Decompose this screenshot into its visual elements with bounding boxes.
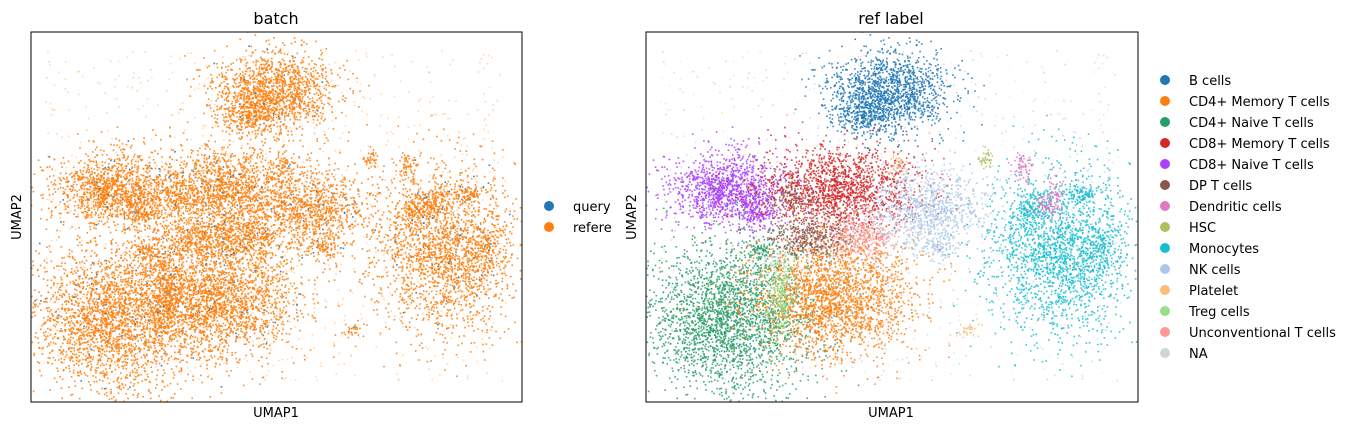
legend-marker <box>1160 264 1170 274</box>
legend-marker <box>1160 243 1170 253</box>
legend-marker <box>1160 75 1170 85</box>
legend-label: refere <box>573 221 612 236</box>
legend-label: CD8+ Memory T cells <box>1189 137 1330 152</box>
chart-title: ref label <box>858 9 923 28</box>
y-axis-label: UMAP2 <box>625 194 640 240</box>
legend-label: Monocytes <box>1189 242 1259 257</box>
plot-frame <box>645 31 1139 403</box>
chart-title: batch <box>253 9 298 28</box>
legend-marker <box>1160 96 1170 106</box>
cell-points <box>31 32 522 402</box>
legend-label: Unconventional T cells <box>1189 326 1336 341</box>
legend-label: CD4+ Naive T cells <box>1189 116 1314 131</box>
x-axis-label: UMAP1 <box>253 406 299 421</box>
x-axis-label: UMAP1 <box>868 406 914 421</box>
panel-ref-label: ref label UMAP1 UMAP2 B cells CD4+ Memory… <box>625 9 1336 421</box>
legend-label: HSC <box>1189 221 1216 236</box>
plot-frame <box>30 31 523 403</box>
legend-label: CD8+ Naive T cells <box>1189 158 1314 173</box>
legend-label: Dendritic cells <box>1189 200 1282 215</box>
legend-marker <box>1160 138 1170 148</box>
legend-marker <box>544 222 554 232</box>
legend-marker <box>1160 285 1170 295</box>
legend-marker <box>1160 348 1170 358</box>
legend-label: CD4+ Memory T cells <box>1189 95 1330 110</box>
y-axis-label: UMAP2 <box>10 194 25 240</box>
legend-marker <box>1160 159 1170 169</box>
legend-label: Treg cells <box>1188 305 1250 320</box>
legend-marker <box>1160 222 1170 232</box>
legend-marker <box>1160 117 1170 127</box>
legend: query refere <box>544 200 612 236</box>
legend-marker <box>1160 306 1170 316</box>
panel-batch: batch UMAP1 UMAP2 query refere <box>10 9 612 421</box>
legend-label: Platelet <box>1189 284 1238 299</box>
legend-marker <box>544 201 554 211</box>
legend-label: B cells <box>1189 74 1231 89</box>
legend-label: DP T cells <box>1189 179 1252 194</box>
cell-points <box>646 32 1138 402</box>
legend-marker <box>1160 327 1170 337</box>
legend-label: NA <box>1189 347 1208 362</box>
legend-marker <box>1160 201 1170 211</box>
legend: B cells CD4+ Memory T cells CD4+ Naive T c… <box>1160 74 1336 362</box>
legend-label: query <box>573 200 611 215</box>
legend-label: NK cells <box>1189 263 1241 278</box>
legend-marker <box>1160 180 1170 190</box>
